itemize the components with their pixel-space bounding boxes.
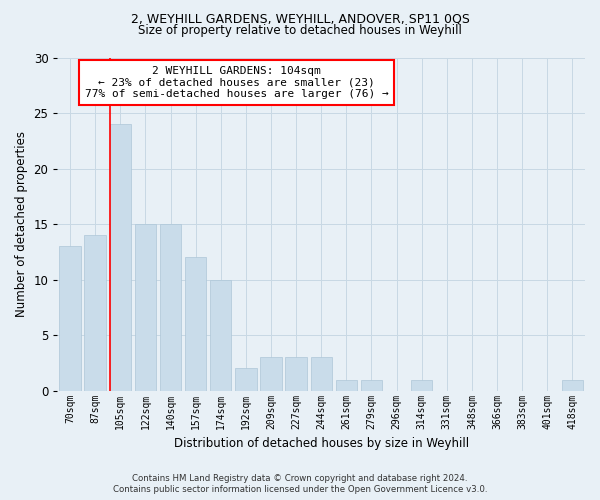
Bar bbox=[260, 358, 281, 390]
Bar bbox=[562, 380, 583, 390]
Bar bbox=[335, 380, 357, 390]
Bar bbox=[411, 380, 433, 390]
Bar bbox=[235, 368, 257, 390]
Bar bbox=[185, 258, 206, 390]
Y-axis label: Number of detached properties: Number of detached properties bbox=[15, 131, 28, 317]
Bar bbox=[311, 358, 332, 390]
Bar bbox=[361, 380, 382, 390]
Bar bbox=[85, 235, 106, 390]
Bar bbox=[59, 246, 80, 390]
Bar bbox=[210, 280, 232, 390]
Bar bbox=[135, 224, 156, 390]
X-axis label: Distribution of detached houses by size in Weyhill: Distribution of detached houses by size … bbox=[173, 437, 469, 450]
Text: 2, WEYHILL GARDENS, WEYHILL, ANDOVER, SP11 0QS: 2, WEYHILL GARDENS, WEYHILL, ANDOVER, SP… bbox=[131, 12, 469, 26]
Text: 2 WEYHILL GARDENS: 104sqm
← 23% of detached houses are smaller (23)
77% of semi-: 2 WEYHILL GARDENS: 104sqm ← 23% of detac… bbox=[85, 66, 389, 99]
Bar bbox=[160, 224, 181, 390]
Bar bbox=[286, 358, 307, 390]
Text: Size of property relative to detached houses in Weyhill: Size of property relative to detached ho… bbox=[138, 24, 462, 37]
Text: Contains HM Land Registry data © Crown copyright and database right 2024.
Contai: Contains HM Land Registry data © Crown c… bbox=[113, 474, 487, 494]
Bar bbox=[110, 124, 131, 390]
